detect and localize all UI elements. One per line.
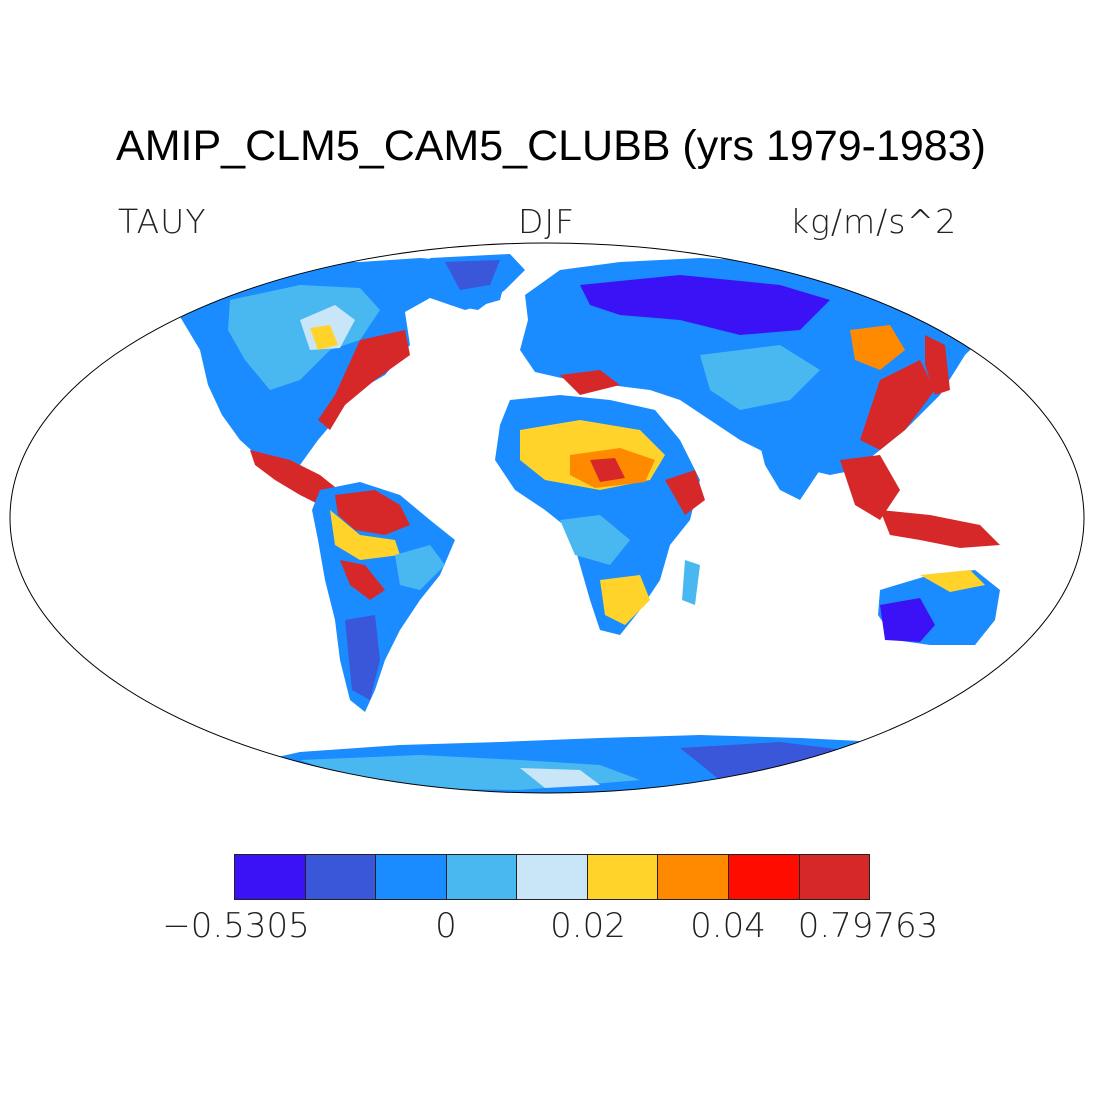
- colorbar: [234, 854, 870, 900]
- sahel-red: [590, 458, 625, 482]
- colorbar-swatch: [446, 855, 518, 899]
- indonesia: [880, 510, 1000, 548]
- east-africa-red: [665, 470, 705, 515]
- south-africa-yellow: [600, 575, 650, 625]
- antarctica-pale: [520, 768, 600, 788]
- units-label: kg/m/s^2: [790, 202, 958, 241]
- colorbar-swatch: [658, 855, 729, 899]
- colorbar-label: 0.02: [550, 906, 626, 946]
- colorbar-label-max: 0.79763: [797, 906, 939, 946]
- page-title: AMIP_CLM5_CAM5_CLUBB (yrs 1979-1983): [116, 122, 986, 170]
- east-coast-red: [318, 330, 410, 430]
- brazil-light: [395, 545, 445, 590]
- globe-outline: [9, 242, 1085, 794]
- australia-north: [920, 570, 985, 592]
- season-label: DJF: [518, 202, 576, 241]
- amazon-yellow: [330, 510, 400, 560]
- north-america-warm: [310, 325, 338, 350]
- southeast-asia-red: [840, 455, 900, 520]
- variable-label: TAUY: [118, 202, 207, 241]
- east-asia-orange: [850, 325, 905, 370]
- colorbar-swatch: [235, 855, 306, 899]
- colorbar-label: 0: [435, 906, 457, 946]
- east-china-red: [860, 360, 935, 450]
- new-zealand: [1005, 640, 1050, 680]
- madagascar: [682, 560, 700, 605]
- colorbar-swatch: [305, 855, 377, 899]
- greenland-center: [445, 260, 500, 290]
- australia-west-dark: [880, 598, 935, 642]
- colorbar-label: 0.04: [690, 906, 766, 946]
- south-brazil-red: [340, 560, 385, 600]
- patagonia: [345, 615, 380, 700]
- colorbar-swatch: [517, 855, 588, 899]
- japan-red: [925, 335, 950, 395]
- colorbar-swatch: [376, 855, 447, 899]
- colorbar-label-min: −0.5305: [162, 906, 310, 946]
- central-africa-light: [560, 515, 630, 565]
- india: [760, 440, 820, 500]
- siberia-dark: [580, 275, 830, 335]
- amazon-red: [335, 490, 410, 535]
- colorbar-swatch: [728, 855, 800, 899]
- colorbar-swatch: [587, 855, 659, 899]
- central-asia-light: [700, 345, 820, 410]
- colorbar-swatch: [799, 855, 870, 899]
- europe-coast: [560, 370, 620, 395]
